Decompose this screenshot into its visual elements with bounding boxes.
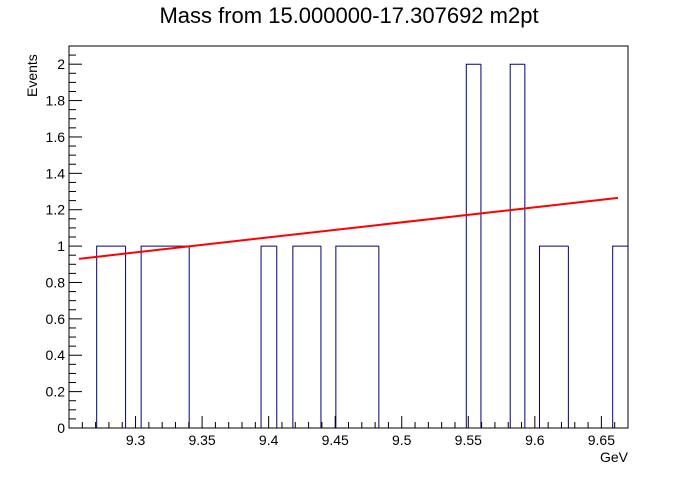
histogram-bin	[260, 245, 277, 428]
y-tick-label: 1	[57, 238, 65, 254]
x-tick-label: 9.65	[588, 432, 615, 448]
x-tick-label: 9.45	[322, 432, 349, 448]
histogram-bin	[96, 245, 126, 428]
y-tick-label: 1.2	[46, 202, 66, 218]
y-tick-label: 1.6	[46, 129, 66, 145]
y-tick-label: 2	[57, 56, 65, 72]
histogram-bin	[480, 64, 511, 429]
histogram-bin	[276, 246, 293, 429]
y-tick-label: 0.2	[46, 384, 66, 400]
histogram-bin	[567, 246, 613, 429]
histogram-bin	[524, 64, 540, 429]
x-axis-label: GeV	[600, 449, 629, 465]
histogram-bin	[538, 245, 569, 428]
histogram-bin	[188, 246, 262, 429]
histogram-bin	[465, 63, 481, 428]
plot-frame	[68, 45, 629, 429]
x-tick-label: 9.5	[392, 432, 412, 448]
histogram-bin	[125, 246, 142, 429]
chart-title: Mass from 15.000000-17.307692 m2pt	[159, 3, 538, 28]
x-tick-label: 9.55	[455, 432, 482, 448]
fit-line	[78, 196, 619, 260]
y-tick-label: 0.4	[46, 347, 66, 363]
y-tick-label: 0	[57, 420, 65, 436]
histogram-bin	[335, 245, 379, 428]
x-tick-label: 9.3	[126, 432, 146, 448]
histogram-bin	[612, 245, 629, 428]
histogram-bin	[320, 246, 336, 429]
histogram-bin	[378, 246, 467, 429]
y-tick-label: 0.6	[46, 311, 66, 327]
histogram-bin	[140, 245, 190, 428]
y-tick-label: 0.8	[46, 274, 66, 290]
x-tick-label: 9.6	[525, 432, 545, 448]
histogram-bin	[509, 63, 525, 428]
x-tick-label: 9.35	[188, 432, 215, 448]
histogram-bin	[292, 245, 321, 428]
plot-area: 0 0.2 0.4 0.6 0.8 1 1.2 1.4 1.6 1.8 2 9.3 9.35 9.4 9.4…	[46, 45, 629, 448]
x-tick-label: 9.4	[259, 432, 279, 448]
y-axis-label: Events	[24, 54, 40, 97]
y-tick-label: 1.4	[46, 165, 66, 181]
y-tick-label: 1.8	[46, 93, 66, 109]
